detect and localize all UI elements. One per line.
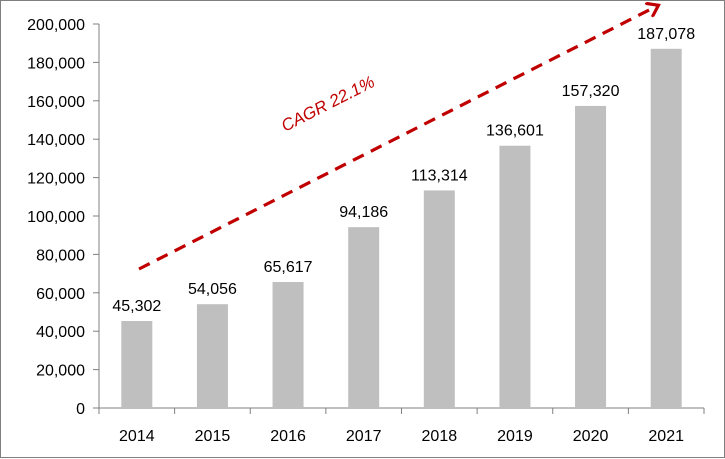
data-label: 157,320	[562, 83, 620, 100]
bar	[423, 190, 455, 408]
y-axis: 0 20,000 40,000 60,000 80,000 100,000 120,000 1…	[27, 17, 100, 418]
x-axis: 2014 2015 2016 2017 2018 2019 2020 2021	[98, 407, 705, 445]
data-label: 65,617	[264, 259, 313, 276]
x-tick-label: 2017	[346, 428, 382, 445]
bar	[272, 282, 304, 408]
x-tick-label: 2021	[648, 428, 684, 445]
y-tick-label: 60,000	[36, 286, 85, 303]
data-labels: 45,302 54,056 65,617 94,186 113,314 136,601 15…	[112, 26, 695, 315]
y-tick-label: 20,000	[36, 363, 85, 380]
bar	[575, 105, 607, 408]
data-label: 136,601	[486, 123, 544, 140]
bar	[650, 48, 682, 408]
x-tick-label: 2019	[497, 428, 533, 445]
bar	[196, 304, 228, 408]
data-label: 94,186	[339, 204, 388, 221]
bar	[499, 145, 531, 408]
x-tick-label: 2016	[270, 428, 306, 445]
y-tick-label: 200,000	[27, 17, 85, 34]
data-label: 187,078	[637, 26, 695, 43]
bars	[121, 48, 682, 408]
data-label: 54,056	[188, 281, 237, 298]
y-tick-label: 40,000	[36, 324, 85, 341]
cagr-label: CAGR 22.1%	[278, 72, 378, 135]
y-tick-label: 120,000	[27, 171, 85, 188]
data-label: 45,302	[112, 298, 161, 315]
y-tick-label: 140,000	[27, 132, 85, 149]
x-tick-label: 2020	[573, 428, 609, 445]
y-tick-label: 0	[76, 401, 85, 418]
x-tick-label: 2015	[195, 428, 231, 445]
data-label: 113,314	[411, 167, 468, 184]
bar	[348, 227, 380, 408]
bar	[121, 321, 153, 408]
x-tick-label: 2018	[422, 428, 458, 445]
y-tick-label: 80,000	[36, 247, 85, 264]
x-tick-label: 2014	[119, 428, 155, 445]
y-tick-label: 160,000	[27, 94, 85, 111]
y-tick-label: 100,000	[27, 209, 85, 226]
cagr-arrow	[138, 6, 657, 271]
y-tick-label: 180,000	[27, 55, 85, 72]
